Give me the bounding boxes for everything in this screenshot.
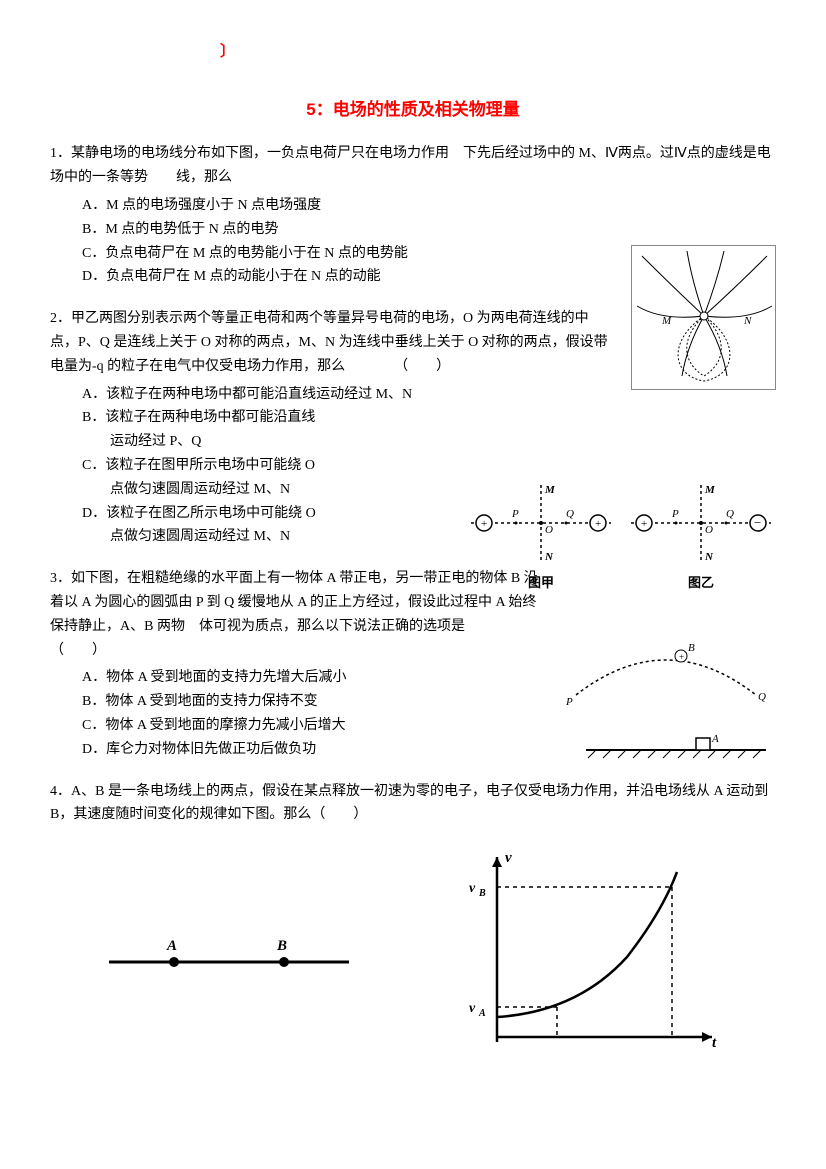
- svg-text:+: +: [679, 652, 684, 662]
- svg-text:+: +: [481, 518, 487, 530]
- q2-opt-b-2: 运动经过 P、Q: [50, 430, 776, 454]
- svg-text:Q: Q: [758, 691, 766, 703]
- svg-text:+: +: [595, 518, 601, 530]
- page-title: 5：电场的性质及相关物理量: [50, 96, 776, 125]
- q4-text: A、B 是一条电场线上的两点，假设在某点释放一初速为零的电子，电子仅受电场力作用…: [50, 784, 768, 823]
- svg-text:v: v: [469, 881, 476, 896]
- svg-text:Q: Q: [726, 508, 734, 520]
- svg-text:B: B: [276, 938, 287, 954]
- q4-stem: 4．A、B 是一条电场线上的两点，假设在某点释放一初速为零的电子，电子仅受电场力…: [50, 780, 776, 828]
- svg-text:A: A: [166, 938, 177, 954]
- q1-num: 1．: [50, 146, 71, 161]
- figure-q4: A B v t vB vA: [50, 847, 776, 1057]
- svg-text:t: t: [712, 1035, 717, 1051]
- svg-text:B: B: [688, 642, 695, 654]
- svg-text:+: +: [641, 518, 647, 530]
- svg-text:O: O: [545, 524, 553, 536]
- fig2-caption-left: 图甲: [466, 572, 616, 594]
- svg-text:M: M: [704, 484, 716, 496]
- svg-text:P: P: [671, 508, 679, 520]
- svg-text:N: N: [704, 551, 714, 563]
- q2-opt-b-1: B．该粒子在两种电场中都可能沿直线: [50, 406, 776, 430]
- q1-opt-b: B．M 点的电势低于 N 点的电势: [50, 218, 776, 242]
- svg-text:B: B: [478, 888, 486, 899]
- q1-text: 某静电场的电场线分布如下图，一负点电荷尸只在电场力作用 下先后经过场中的 M、Ⅳ…: [50, 146, 771, 185]
- svg-text:N: N: [743, 315, 752, 327]
- svg-text:M: M: [661, 315, 672, 327]
- q3-num: 3．: [50, 571, 71, 586]
- svg-text:v: v: [469, 1001, 476, 1016]
- q2-num: 2．: [50, 311, 71, 326]
- figure-q4-line: A B: [99, 922, 359, 982]
- svg-text:N: N: [544, 551, 554, 563]
- svg-text:v: v: [505, 850, 512, 866]
- q1-opt-a: A．M 点的电场强度小于 N 点电场强度: [50, 194, 776, 218]
- svg-text:−: −: [754, 515, 761, 530]
- question-4: 4．A、B 是一条电场线上的两点，假设在某点释放一初速为零的电子，电子仅受电场力…: [50, 780, 776, 828]
- svg-text:A: A: [711, 733, 719, 745]
- svg-text:A: A: [478, 1008, 486, 1019]
- figure-q2: + + P Q O M N 图甲 + − P Q O M N 图乙: [466, 475, 776, 585]
- svg-text:P: P: [511, 508, 519, 520]
- figure-q4-graph: v t vB vA: [457, 847, 727, 1057]
- fig2-caption-right: 图乙: [626, 572, 776, 594]
- svg-text:Q: Q: [566, 508, 574, 520]
- q4-num: 4．: [50, 784, 71, 799]
- figure-q1: M N: [631, 245, 776, 390]
- q1-stem: 1．某静电场的电场线分布如下图，一负点电荷尸只在电场力作用 下先后经过场中的 M…: [50, 142, 776, 190]
- svg-text:M: M: [544, 484, 556, 496]
- figure-q3: + B P Q A: [556, 640, 776, 770]
- svg-text:O: O: [705, 524, 713, 536]
- q2-text: 甲乙两图分别表示两个等量正电荷和两个等量异号电荷的电场，O 为两电荷连线的中点，…: [50, 311, 608, 374]
- stray-char: 〕: [220, 40, 776, 66]
- svg-text:P: P: [565, 696, 573, 708]
